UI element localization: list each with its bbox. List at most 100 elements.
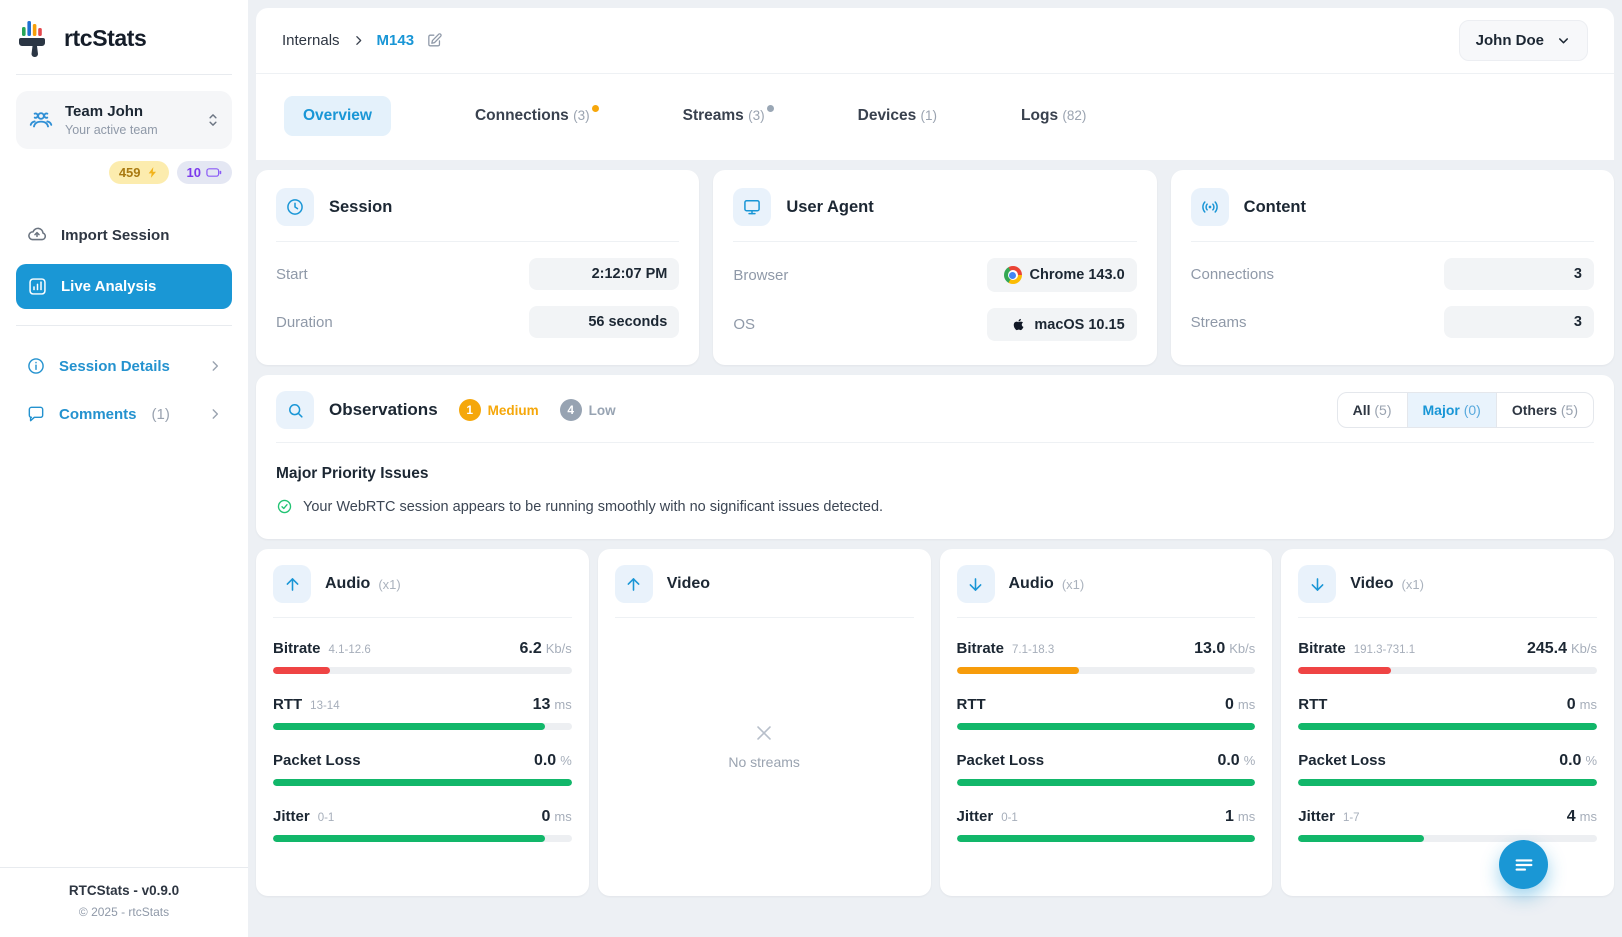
tab-connections[interactable]: Connections (3) xyxy=(475,105,599,125)
chevron-up-down-icon xyxy=(206,112,220,128)
progress-fill xyxy=(1298,723,1597,730)
app-version: RTCStats - v0.9.0 xyxy=(68,883,180,898)
info-row: OS macOS 10.15 xyxy=(733,308,1137,341)
outbound-video-card: Video No streams xyxy=(597,549,931,896)
info-row: Connections 3 xyxy=(1191,258,1594,290)
tab-devices[interactable]: Devices (1) xyxy=(857,107,938,124)
filter-others-button[interactable]: Others (5) xyxy=(1495,393,1593,427)
clock-icon xyxy=(276,188,314,226)
progress-fill xyxy=(956,667,1079,674)
battery-badge: 10 xyxy=(176,161,232,184)
main-area: Internals M143 John Doe Overview xyxy=(248,0,1622,937)
stat-row: Bitrate 7.1-18.3 13.0 Kb/s xyxy=(956,640,1256,674)
breadcrumb-root[interactable]: Internals xyxy=(282,32,340,49)
value-pill: 3 xyxy=(1444,306,1594,338)
progress-track xyxy=(956,723,1256,730)
user-menu-button[interactable]: John Doe xyxy=(1458,20,1588,61)
filter-major-button[interactable]: Major (0) xyxy=(1406,393,1496,427)
sidebar-item-import-session[interactable]: Import Session xyxy=(16,214,232,256)
sidebar-item-live-analysis[interactable]: Live Analysis xyxy=(16,264,232,309)
low-severity-badge: 4 Low xyxy=(559,399,616,421)
info-row: Start 2:12:07 PM xyxy=(276,258,680,290)
arrow-down-icon xyxy=(1298,565,1337,603)
stream-title: Audio xyxy=(325,575,371,592)
sidebar-item-comments[interactable]: Comments (1) xyxy=(16,394,232,434)
session-card: Session Start 2:12:07 PM Duration 56 sec… xyxy=(256,170,700,365)
progress-track xyxy=(956,779,1256,786)
app-title: rtcStats xyxy=(64,24,147,51)
sidebar-footer: RTCStats - v0.9.0 © 2025 - rtcStats xyxy=(0,867,248,937)
arrow-down-icon xyxy=(956,565,995,603)
battery-icon xyxy=(206,166,222,179)
tab-logs[interactable]: Logs (82) xyxy=(1021,107,1087,124)
value-pill: 3 xyxy=(1444,258,1594,290)
energy-count: 459 xyxy=(118,165,141,180)
chevron-right-icon xyxy=(208,407,222,421)
card-title: User Agent xyxy=(786,197,874,216)
value-pill: 56 seconds xyxy=(529,306,680,338)
stream-card-grid: Audio (x1) Bitrate 4.1-12.6 6.2 Kb/s RTT 13… xyxy=(256,549,1614,896)
major-issues-heading: Major Priority Issues xyxy=(276,465,429,482)
breadcrumb-current[interactable]: M143 xyxy=(376,32,415,49)
value-pill: 2:12:07 PM xyxy=(529,258,680,290)
monitor-icon xyxy=(733,188,772,226)
stat-row: RTT 0 ms xyxy=(1298,696,1597,730)
inbound-video-card: Video (x1) Bitrate 191.3-731.1 245.4 Kb/s … xyxy=(1281,549,1614,896)
stream-count: (x1) xyxy=(378,576,401,592)
progress-fill xyxy=(1298,835,1424,842)
app-copyright: © 2025 - rtcStats xyxy=(78,905,170,919)
progress-fill xyxy=(956,723,1256,730)
chevron-down-icon xyxy=(1556,33,1571,48)
user-name: John Doe xyxy=(1475,32,1544,49)
battery-count: 10 xyxy=(186,165,201,180)
chrome-icon xyxy=(1003,266,1022,284)
info-row: Browser Chrome 143.0 xyxy=(733,258,1137,292)
notification-dot xyxy=(591,105,599,112)
empty-state: No streams xyxy=(615,618,914,874)
chat-fab-button[interactable] xyxy=(1499,840,1548,889)
apple-icon xyxy=(1011,316,1026,333)
credit-badges: 459 10 xyxy=(16,161,232,184)
bar-chart-icon xyxy=(27,276,48,297)
progress-track xyxy=(956,835,1256,842)
chevron-right-icon xyxy=(352,34,365,47)
card-title: Content xyxy=(1243,197,1306,216)
tab-overview[interactable]: Overview xyxy=(284,96,391,136)
observations-title: Observations xyxy=(329,400,438,419)
sidebar-nav: Import Session Live Analysis Session Det… xyxy=(16,214,232,434)
inbound-audio-card: Audio (x1) Bitrate 7.1-18.3 13.0 Kb/s RTT … xyxy=(939,549,1273,896)
stream-title: Audio xyxy=(1008,575,1054,592)
stat-row: Bitrate 191.3-731.1 245.4 Kb/s xyxy=(1298,640,1597,674)
sidebar-item-session-details[interactable]: Session Details xyxy=(16,346,232,386)
outbound-audio-card: Audio (x1) Bitrate 4.1-12.6 6.2 Kb/s RTT 13… xyxy=(256,549,589,896)
progress-fill xyxy=(1298,779,1597,786)
stat-row: Bitrate 4.1-12.6 6.2 Kb/s xyxy=(273,640,572,674)
check-circle-icon xyxy=(276,498,293,515)
broadcast-icon xyxy=(1190,188,1229,226)
content-card: Content Connections 3 Streams 3 xyxy=(1170,170,1614,365)
chat-lines-icon xyxy=(1513,854,1535,876)
sidebar-item-label: Import Session xyxy=(61,226,170,244)
tab-streams[interactable]: Streams (3) xyxy=(683,105,774,125)
team-selector[interactable]: Team John Your active team xyxy=(16,91,232,149)
progress-track xyxy=(273,835,572,842)
progress-fill xyxy=(273,779,572,786)
filter-all-button[interactable]: All (5) xyxy=(1352,402,1392,418)
edit-icon[interactable] xyxy=(426,32,443,49)
info-card-grid: Session Start 2:12:07 PM Duration 56 sec… xyxy=(256,170,1614,365)
paintbrush-chart-logo-icon xyxy=(18,18,52,58)
team-name: Team John xyxy=(65,103,144,120)
progress-track xyxy=(956,667,1256,674)
content: Session Start 2:12:07 PM Duration 56 sec… xyxy=(256,160,1614,896)
info-row: Duration 56 seconds xyxy=(276,306,680,338)
progress-track xyxy=(1298,835,1597,842)
stat-row: Packet Loss 0.0% xyxy=(1298,752,1597,786)
stream-count: (x1) xyxy=(1061,576,1085,592)
sidebar-divider xyxy=(16,325,232,326)
observations-card: Observations 1 Medium 4 Low All (5) Majo… xyxy=(256,375,1614,539)
value-pill: Chrome 143.0 xyxy=(986,258,1137,292)
sidebar-item-label: Session Details xyxy=(59,357,170,375)
stat-row: Jitter 1-7 4 ms xyxy=(1298,808,1597,842)
empty-label: No streams xyxy=(728,754,800,770)
progress-track xyxy=(1298,667,1597,674)
